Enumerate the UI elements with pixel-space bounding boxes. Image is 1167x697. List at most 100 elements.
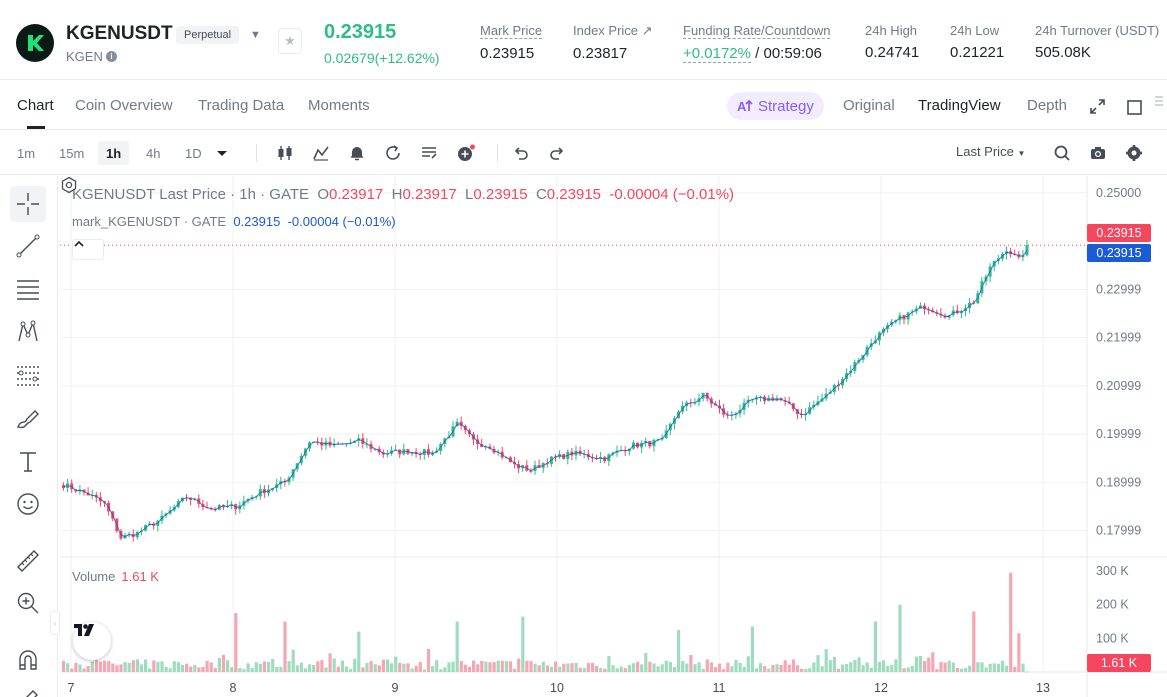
- drawbar-collapse-handle[interactable]: ‹: [50, 611, 60, 635]
- mark-legend-change: -0.00004 (−0.01%): [287, 214, 396, 229]
- volume-bar: [951, 662, 955, 672]
- volume-bar: [258, 663, 262, 672]
- timeframe-15m[interactable]: 15m: [59, 145, 85, 161]
- add-plus-icon[interactable]: [456, 143, 476, 163]
- volume-bar: [316, 661, 320, 672]
- expand-icon[interactable]: [1089, 98, 1106, 115]
- volume-bar: [537, 665, 541, 672]
- crosshair-icon: [17, 193, 39, 215]
- volume-bar: [303, 668, 308, 672]
- redo-icon[interactable]: [547, 143, 567, 163]
- tab-chart[interactable]: Chart: [17, 97, 54, 114]
- price-type-select[interactable]: Last Price ▼: [956, 144, 1025, 159]
- low-24h-value: 0.21221: [950, 44, 1005, 61]
- turnover-24h-stat: 24h Turnover (USDT) 505.08K: [1035, 23, 1159, 61]
- pattern-tool[interactable]: [10, 314, 46, 350]
- high-value: 0.23917: [402, 186, 457, 203]
- info-icon[interactable]: i: [106, 51, 117, 62]
- volume-bar: [746, 656, 750, 672]
- volume-bar: [718, 663, 722, 672]
- timeframe-dropdown-icon[interactable]: [212, 143, 232, 163]
- tab-moments[interactable]: Moments: [308, 97, 370, 114]
- volume-bar: [582, 668, 586, 672]
- volume-bar: [783, 660, 787, 672]
- low-24h-label: 24h Low: [950, 23, 1000, 38]
- view-depth[interactable]: Depth: [1027, 97, 1068, 114]
- axis-settings-icon[interactable]: [60, 176, 78, 194]
- volume-bar: [492, 662, 496, 672]
- volume-bar: [927, 657, 931, 672]
- tab-trading-data[interactable]: Trading Data: [198, 97, 285, 114]
- timeframe-1h[interactable]: 1h: [98, 141, 130, 165]
- volume-bar: [103, 660, 107, 672]
- volume-bar: [964, 668, 968, 672]
- pencil-tool[interactable]: [10, 682, 46, 697]
- view-tradingview[interactable]: TradingView: [918, 97, 1001, 114]
- search-icon[interactable]: [1052, 143, 1072, 163]
- turnover-24h-value: 505.08K: [1035, 44, 1091, 61]
- volume-bar: [812, 662, 816, 672]
- mark-price-label[interactable]: Mark Price: [480, 23, 543, 39]
- volume-bar: [590, 662, 595, 672]
- volume-bar: [476, 664, 480, 672]
- settings-gear-icon[interactable]: [1124, 143, 1144, 163]
- strategy-button[interactable]: A Strategy: [727, 92, 824, 120]
- brush-tool[interactable]: [10, 400, 46, 436]
- volume-bar: [82, 668, 86, 672]
- open-value: 0.23917: [329, 186, 384, 203]
- volume-bar: [357, 631, 361, 672]
- volume-bar: [62, 660, 66, 672]
- tab-coin-overview[interactable]: Coin Overview: [75, 97, 173, 114]
- timeframe-4h[interactable]: 4h: [146, 145, 161, 161]
- funding-rate-label[interactable]: Funding Rate/Countdown: [683, 23, 831, 39]
- magnet-tool[interactable]: [10, 642, 46, 678]
- alert-bell-icon[interactable]: [347, 143, 367, 163]
- volume-bar: [98, 661, 103, 672]
- volume-bar: [340, 660, 344, 672]
- favorite-star-icon[interactable]: ★: [278, 28, 302, 54]
- mark-price-line: [63, 249, 1028, 538]
- volume-bar: [90, 661, 94, 672]
- price-axis-label: 0.25000: [1096, 186, 1141, 200]
- timeframe-1d[interactable]: 1D: [185, 145, 202, 161]
- volume-bar: [86, 666, 90, 672]
- undo-icon[interactable]: [511, 143, 531, 163]
- templates-icon[interactable]: [419, 143, 439, 163]
- legend-collapse-button[interactable]: [72, 239, 104, 260]
- candles-icon[interactable]: [275, 143, 295, 163]
- panel-drag-icon[interactable]: [1154, 94, 1164, 110]
- candlestick-chart-svg[interactable]: 0.25000 0.22999 0.21999 0.20999 0.19999 0.189…: [60, 176, 1167, 697]
- price-axis-label: 0.18999: [1096, 475, 1141, 489]
- chart-tabs: Chart Coin Overview Trading Data Moments…: [0, 84, 1167, 130]
- index-price-label[interactable]: Index Price ↗: [573, 23, 653, 38]
- emoji-tool[interactable]: [10, 486, 46, 522]
- contract-type-badge: Perpetual: [176, 26, 240, 44]
- indicators-icon[interactable]: [311, 143, 331, 163]
- popout-window-icon[interactable]: [1126, 99, 1143, 116]
- toolbar-divider: [497, 144, 498, 162]
- tradingview-logo[interactable]: [73, 622, 111, 660]
- symbol-name[interactable]: KGENUSDT: [66, 23, 173, 44]
- zoom-in-tool[interactable]: [10, 585, 46, 621]
- volume-bar: [771, 664, 775, 672]
- camera-icon[interactable]: [1088, 143, 1108, 163]
- price-chart[interactable]: 0.25000 0.22999 0.21999 0.20999 0.19999 0.189…: [60, 176, 1167, 697]
- replay-icon[interactable]: [383, 143, 403, 163]
- horizontal-lines-tool[interactable]: [10, 271, 46, 307]
- volume-bar: [180, 664, 185, 672]
- volume-bar: [726, 662, 730, 672]
- ruler-tool[interactable]: [10, 543, 46, 579]
- view-original[interactable]: Original: [843, 97, 895, 114]
- timeframe-1m[interactable]: 1m: [17, 145, 36, 161]
- strategy-label: Strategy: [758, 97, 814, 115]
- symbol-dropdown-icon[interactable]: ▼: [250, 29, 261, 41]
- volume-bar: [176, 662, 180, 672]
- mark-price-legend: mark_KGENUSDT · GATE 0.23915 -0.00004 (−…: [72, 214, 396, 229]
- crosshair-tool[interactable]: [10, 186, 46, 222]
- volume-bar: [410, 668, 414, 672]
- volume-bar: [644, 652, 648, 672]
- volume-bar: [1017, 633, 1021, 672]
- text-tool[interactable]: [10, 443, 46, 479]
- trend-line-tool[interactable]: [10, 228, 46, 264]
- fib-tool[interactable]: [10, 357, 46, 393]
